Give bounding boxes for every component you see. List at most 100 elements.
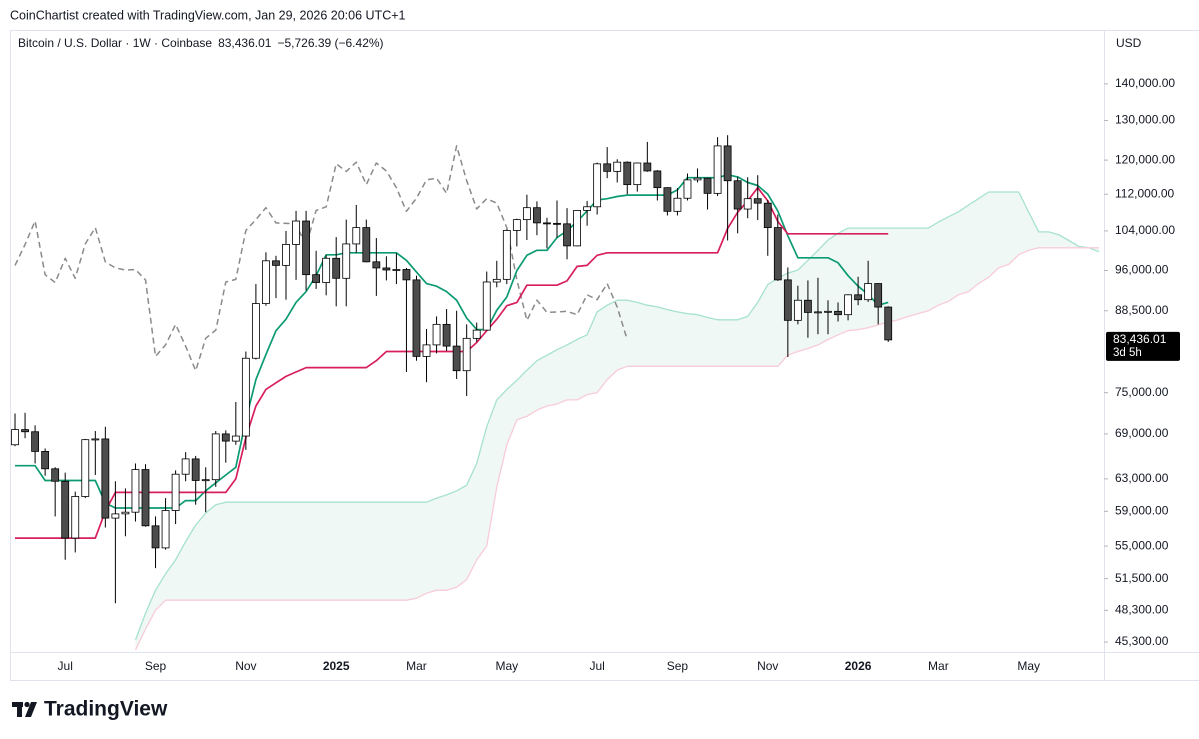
x-tick-label: Jul	[58, 659, 73, 673]
candle-body	[151, 525, 160, 549]
candle-body	[61, 480, 70, 539]
y-tick-label: 48,300.00	[1115, 603, 1169, 617]
candle-body	[272, 260, 280, 266]
candle-body	[874, 283, 883, 308]
y-tick-label: 104,000.00	[1115, 223, 1175, 237]
y-tick-label: 120,000.00	[1115, 152, 1175, 166]
candle-body	[111, 513, 120, 519]
candle-body	[522, 207, 531, 221]
candle-body	[262, 260, 270, 304]
y-tick-label: 112,000.00	[1115, 186, 1174, 200]
candle-body	[141, 469, 150, 527]
candle-body	[71, 496, 80, 539]
last-price: 83,436.01	[218, 36, 272, 50]
x-tick-label: Nov	[235, 659, 256, 673]
candle-body	[382, 267, 391, 271]
candle-body	[312, 274, 321, 283]
y-tick-label: 55,000.00	[1115, 538, 1169, 552]
candle-body	[181, 458, 190, 475]
y-tick-label: 96,000.00	[1115, 263, 1169, 277]
price-tag-label: 83,436.01	[1113, 332, 1167, 346]
candle-body	[593, 163, 602, 208]
candle-body	[221, 433, 230, 442]
indicator-line	[14, 145, 629, 372]
candle-body	[332, 257, 341, 279]
candle-body	[282, 244, 290, 266]
candle-body	[563, 223, 571, 247]
indicator-line	[15, 173, 889, 509]
candle-body	[302, 220, 310, 276]
candle-body	[884, 306, 893, 341]
candle-body	[603, 163, 612, 172]
x-tick-label: May	[1017, 659, 1040, 673]
candle-body	[171, 473, 180, 511]
candle-body	[131, 469, 140, 513]
candle-body	[623, 161, 632, 186]
candle-body	[633, 162, 642, 186]
candle-body	[161, 510, 170, 549]
candle-body	[362, 227, 371, 263]
candle-body	[21, 429, 29, 433]
candle-body	[442, 323, 451, 347]
x-tick-label: Mar	[928, 659, 949, 673]
price-unit: USD	[1116, 36, 1142, 50]
logo-icon	[25, 702, 37, 717]
candle-body	[231, 435, 240, 442]
candle-body	[51, 468, 60, 482]
y-tick-label: 69,000.00	[1115, 426, 1169, 440]
candle-body	[91, 438, 100, 441]
candle-body	[492, 278, 501, 283]
y-tick-label: 75,000.00	[1115, 385, 1169, 399]
candle-body	[512, 219, 521, 231]
candle-body	[352, 227, 361, 245]
candle-body	[804, 299, 812, 313]
x-tick-label: May	[495, 659, 518, 673]
candle-body	[452, 345, 461, 372]
x-tick-label: 2026	[845, 659, 872, 673]
candle-body	[553, 222, 561, 225]
candle-body	[864, 283, 873, 301]
candle-body	[342, 243, 351, 279]
y-tick-label: 63,000.00	[1115, 471, 1169, 485]
candle-body	[211, 433, 220, 481]
x-tick-label: 2025	[323, 659, 350, 673]
candle-body	[201, 479, 210, 482]
candle-body	[763, 202, 772, 228]
x-tick-label: Mar	[406, 659, 427, 673]
x-tick-label: Sep	[667, 659, 689, 673]
candle-body	[753, 198, 762, 204]
x-tick-label: Sep	[145, 659, 167, 673]
logo-text: TradingView	[44, 698, 168, 721]
y-tick-label: 51,500.00	[1115, 571, 1169, 585]
candle-body	[613, 161, 622, 172]
candle-body	[743, 198, 752, 210]
candle-body	[653, 170, 662, 189]
candle-body	[663, 187, 672, 212]
logo-icon	[24, 701, 30, 708]
candle-body	[733, 180, 742, 210]
candle-body	[814, 311, 822, 314]
plot-area	[11, 135, 1100, 651]
candle-body	[773, 227, 782, 281]
candle-body	[683, 179, 692, 199]
candle-body	[292, 220, 300, 245]
candle-body	[482, 281, 491, 331]
x-tick-label: Nov	[757, 659, 778, 673]
candle-body	[573, 210, 581, 247]
candle-body	[472, 329, 481, 339]
candle-body	[844, 294, 852, 316]
candle-body	[41, 451, 50, 470]
candle-body	[191, 458, 200, 481]
candle-body	[824, 310, 832, 313]
x-tick-label: Jul	[589, 659, 604, 673]
candle-body	[533, 207, 541, 224]
y-tick-label: 140,000.00	[1115, 76, 1175, 90]
cloud-fill	[135, 192, 1099, 650]
candle-body	[713, 145, 722, 194]
candle-body	[101, 438, 110, 519]
indicator-line	[15, 186, 889, 539]
logo-icon	[17, 702, 22, 717]
candle-body	[854, 294, 863, 301]
span-b-line	[134, 247, 1099, 651]
